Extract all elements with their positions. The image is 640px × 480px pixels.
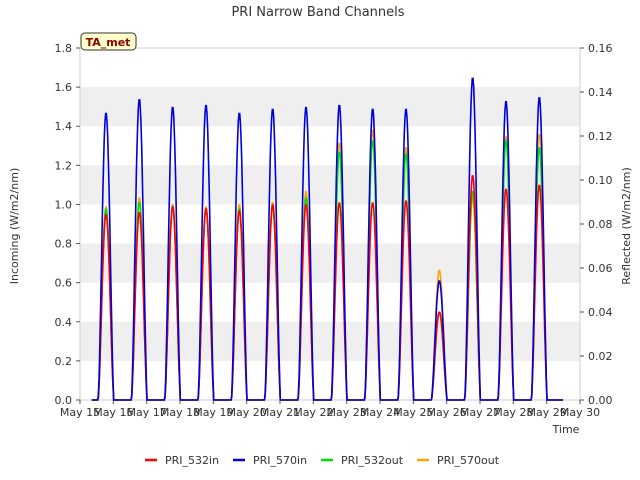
series-lines <box>91 77 563 401</box>
right-axis-label: Reflected (W/m2/nm) <box>620 167 633 285</box>
grid-band <box>80 87 580 127</box>
right-tick-label: 0.08 <box>588 218 613 231</box>
series-line-pri-570in <box>91 77 563 401</box>
x-tick-label: May 29 <box>527 406 567 419</box>
x-tick-label: May 20 <box>227 406 267 419</box>
x-tick-label: May 15 <box>60 406 100 419</box>
left-tick-label: 1.2 <box>55 159 73 172</box>
grid-band <box>80 243 580 283</box>
x-tick-label: May 24 <box>360 406 400 419</box>
right-y-axis: 0.00 0.02 0.04 0.06 0.08 0.10 0.12 0.14 0.16 <box>580 42 613 407</box>
left-tick-label: 0.6 <box>55 277 73 290</box>
left-y-axis: 0.0 0.2 0.4 0.6 0.8 1.0 1.2 1.4 1.6 1.8 <box>55 42 80 407</box>
left-tick-label: 1.8 <box>55 42 73 55</box>
left-tick-label: 1.0 <box>55 198 73 211</box>
left-tick-label: 1.4 <box>55 120 73 133</box>
x-tick-label: May 22 <box>293 406 333 419</box>
right-tick-label: 0.00 <box>588 394 613 407</box>
legend-label: PRI_532in <box>165 454 219 467</box>
left-tick-label: 1.6 <box>55 81 73 94</box>
right-tick-label: 0.04 <box>588 306 613 319</box>
grid-band <box>80 321 580 361</box>
left-tick-label: 0.8 <box>55 238 73 251</box>
x-tick-label: May 30 <box>560 406 600 419</box>
site-badge-text: TA_met <box>86 36 131 49</box>
grid-band <box>80 165 580 205</box>
site-badge-box <box>80 32 137 51</box>
left-axis-label: Incoming (W/m2/nm) <box>8 168 21 285</box>
left-tick-label: 0.4 <box>55 316 73 329</box>
legend-label: PRI_570out <box>437 454 500 467</box>
grid-bands <box>80 87 580 361</box>
left-tick-label: 0.2 <box>55 355 73 368</box>
x-axis-label: Time <box>552 423 580 436</box>
x-tick-label: May 25 <box>393 406 433 419</box>
left-tick-label: 0.0 <box>55 394 73 407</box>
right-tick-label: 0.12 <box>588 130 613 143</box>
x-tick-label: May 17 <box>127 406 167 419</box>
legend-label: PRI_532out <box>341 454 404 467</box>
x-tick-label: May 23 <box>327 406 367 419</box>
x-tick-label: May 21 <box>260 406 300 419</box>
series-line-pri-532in <box>91 175 563 401</box>
right-tick-label: 0.14 <box>588 86 613 99</box>
x-tick-label: May 28 <box>493 406 533 419</box>
right-tick-label: 0.16 <box>588 42 613 55</box>
x-tick-label: May 26 <box>427 406 467 419</box>
right-tick-label: 0.06 <box>588 262 613 275</box>
legend-label: PRI_570in <box>253 454 307 467</box>
right-tick-label: 0.02 <box>588 350 613 363</box>
legend: PRI_532in PRI_570in PRI_532out PRI_570out <box>145 454 500 467</box>
chart-title: PRI Narrow Band Channels <box>231 5 404 20</box>
x-tick-label: May 19 <box>193 406 233 419</box>
x-tick-label: May 16 <box>93 406 133 419</box>
site-badge: TA_met <box>80 32 137 51</box>
right-tick-label: 0.10 <box>588 174 613 187</box>
x-tick-label: May 18 <box>160 406 200 419</box>
x-tick-label: May 27 <box>460 406 500 419</box>
